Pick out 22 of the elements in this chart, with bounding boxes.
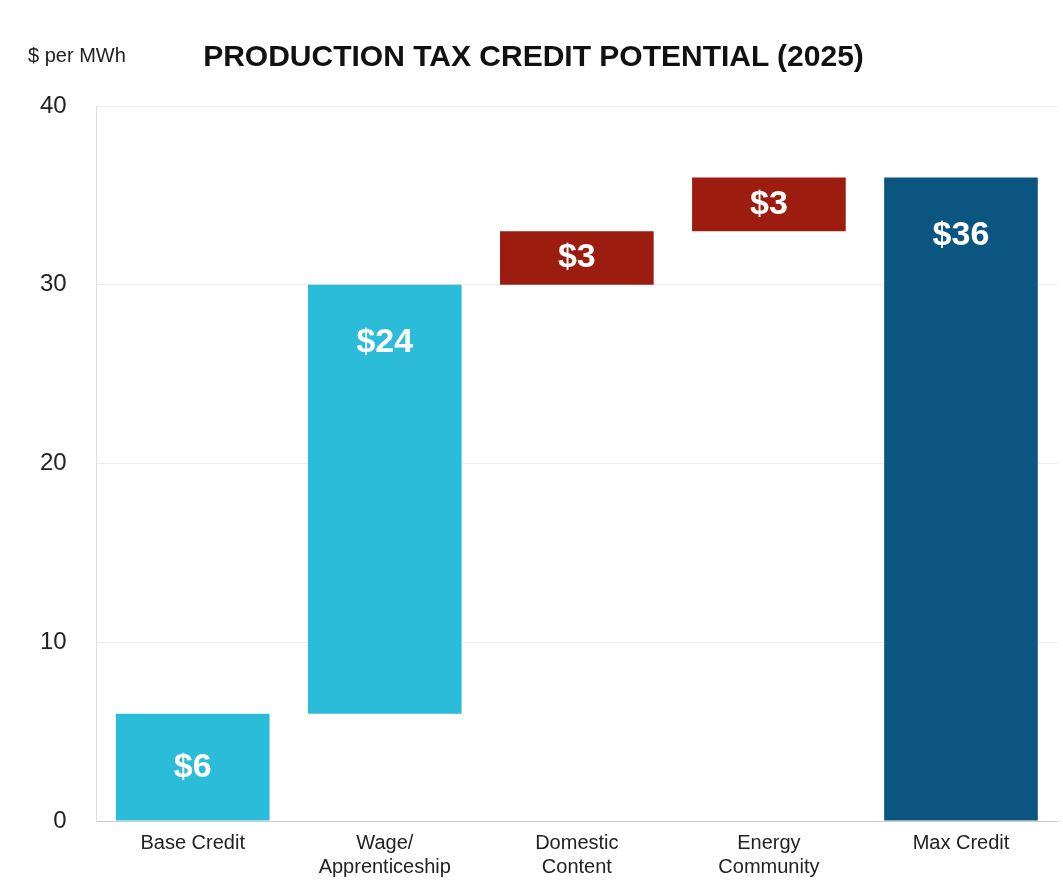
data-label: $3 [557, 236, 596, 275]
bar [692, 177, 846, 232]
y-tick-label: 40 [39, 90, 67, 118]
x-tick-label: Domestic Content [535, 830, 619, 877]
chart-title: PRODUCTION TAX CREDIT POTENTIAL (2025) [203, 39, 864, 73]
y-axis-title: $ per MWh [28, 43, 126, 66]
y-tick-label: 30 [39, 269, 67, 297]
x-tick-label: Base Credit [140, 830, 246, 853]
bar [500, 231, 654, 285]
bar [884, 177, 1038, 821]
data-label: $6 [173, 745, 212, 784]
y-tick-label: 10 [39, 626, 67, 654]
data-label: $3 [749, 182, 788, 221]
bar [115, 713, 270, 821]
y-tick-label: 0 [53, 805, 67, 833]
x-tick-label: Wage/ Apprenticeship [318, 830, 451, 877]
y-tick-label: 20 [39, 448, 67, 476]
data-label: $36 [932, 213, 990, 252]
data-label: $24 [356, 321, 414, 360]
bar [307, 284, 462, 714]
x-tick-label: Max Credit [912, 830, 1010, 853]
x-tick-label: Energy Community [718, 830, 820, 877]
